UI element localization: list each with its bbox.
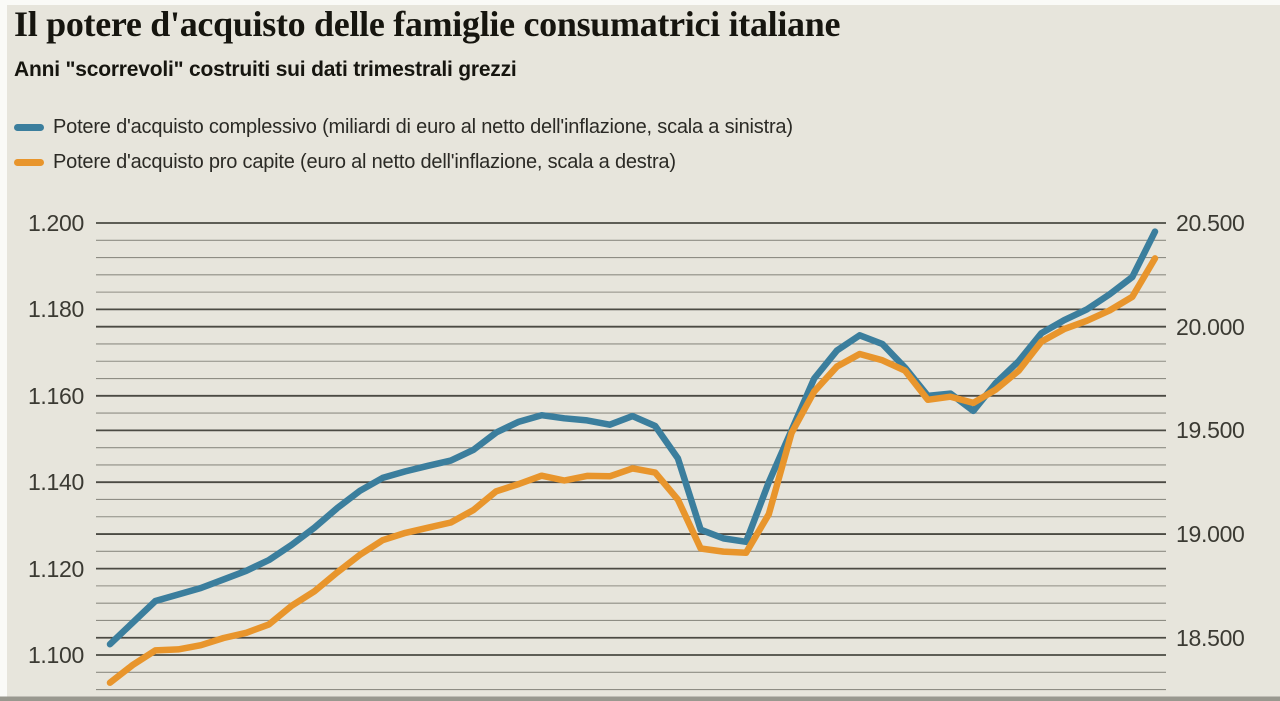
right-axis: 20.500 20.000 19.500 19.000 18.500 (1176, 0, 1276, 701)
legend-swatch-orange-icon (14, 159, 44, 166)
left-axis: 1.200 1.180 1.160 1.140 1.120 1.100 (0, 0, 86, 701)
left-axis-tick-label: 1.180 (27, 296, 84, 323)
right-axis-tick-label: 19.500 (1176, 417, 1245, 444)
legend-item-pro-capite: Potere d'acquisto pro capite (euro al ne… (14, 145, 793, 180)
left-edge-strip (0, 0, 7, 701)
legend-label-pro-capite: Potere d'acquisto pro capite (euro al ne… (53, 151, 676, 173)
legend-label-complessivo: Potere d'acquisto complessivo (miliardi … (53, 116, 793, 138)
chart-subtitle: Anni "scorrevoli" costruiti sui dati tri… (14, 58, 517, 81)
left-axis-tick-label: 1.200 (27, 210, 84, 236)
top-edge-strip (0, 0, 1280, 5)
legend-item-complessivo: Potere d'acquisto complessivo (miliardi … (14, 110, 793, 145)
right-axis-tick-label: 19.000 (1176, 521, 1245, 548)
chart-bottom-border (0, 696, 1280, 701)
series-line-pro-capite (106, 255, 1159, 686)
right-axis-tick-label: 20.000 (1176, 313, 1245, 340)
legend: Potere d'acquisto complessivo (miliardi … (14, 110, 793, 180)
left-axis-tick-label: 1.140 (27, 469, 84, 496)
legend-swatch-blue-icon (14, 124, 44, 131)
left-axis-tick-label: 1.120 (27, 555, 84, 582)
left-axis-tick-label: 1.100 (27, 642, 84, 668)
left-axis-tick-label: 1.160 (27, 382, 84, 409)
chart-title: Il potere d'acquisto delle famiglie cons… (14, 4, 841, 44)
right-axis-tick-label: 18.500 (1176, 624, 1245, 651)
series-line-complessivo (106, 228, 1159, 648)
right-axis-tick-label: 20.500 (1176, 210, 1245, 236)
